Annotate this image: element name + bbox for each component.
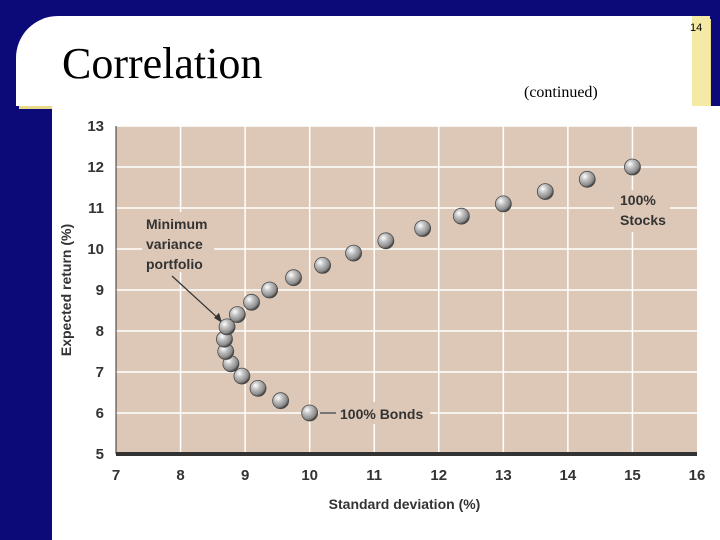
- annotation-leader-line: [171, 275, 222, 322]
- x-tick-label: 9: [241, 467, 249, 484]
- scatter-point: [345, 244, 362, 262]
- y-tick-label: 13: [87, 118, 104, 135]
- annotation-min-variance-line: portfolio: [146, 256, 203, 272]
- scatter-point: [536, 183, 554, 201]
- scatter-point: [494, 195, 512, 213]
- annotation-bg: [614, 190, 670, 232]
- scatter-point: [578, 170, 596, 188]
- x-tick-label: 8: [176, 467, 184, 484]
- slide-number: 14: [690, 22, 703, 34]
- scatter-point: [285, 269, 302, 287]
- x-tick-label: 14: [560, 467, 577, 484]
- y-tick-label: 9: [96, 282, 104, 299]
- scatter-point: [377, 232, 395, 250]
- slide-title: Correlation: [62, 39, 263, 88]
- scatter-point: [243, 293, 260, 311]
- y-tick-label: 6: [96, 405, 104, 422]
- annotation-arrowhead: [214, 312, 223, 323]
- slide-subtitle: (continued): [524, 84, 598, 101]
- scatter-point: [261, 281, 279, 299]
- y-tick-label: 5: [96, 446, 104, 463]
- x-tick-label: 15: [624, 467, 641, 484]
- x-tick-label: 16: [689, 467, 706, 484]
- annotation-bg: [142, 212, 214, 272]
- y-tick-label: 12: [87, 159, 104, 176]
- scatter-point: [624, 158, 641, 176]
- x-tick-label: 12: [430, 467, 447, 484]
- y-axis-title: Expected return (%): [58, 224, 74, 356]
- y-tick-label: 8: [96, 323, 104, 340]
- scatter-point: [314, 256, 331, 274]
- y-tick-label: 7: [96, 364, 104, 381]
- scatter-point: [272, 392, 290, 410]
- scatter-point: [249, 379, 267, 397]
- x-tick-label: 10: [301, 467, 318, 484]
- annotation-bonds-label: 100% Bonds: [340, 406, 423, 422]
- scatter-point: [233, 367, 251, 385]
- x-tick-label: 11: [366, 467, 382, 484]
- x-tick-label: 7: [112, 467, 120, 484]
- annotation-min-variance-line: Minimum: [146, 216, 207, 232]
- scatter-point: [452, 207, 470, 225]
- annotation-stocks-line: 100%: [620, 192, 656, 208]
- x-tick-label: 13: [495, 467, 512, 484]
- annotation-stocks-line: Stocks: [620, 212, 666, 228]
- x-axis-title: Standard deviation (%): [329, 496, 481, 512]
- scatter-point: [301, 404, 319, 422]
- scatter-point: [414, 220, 432, 237]
- annotation-bg: [336, 402, 430, 424]
- annotation-min-variance-line: variance: [146, 236, 203, 252]
- scatter-point: [218, 318, 236, 336]
- scatter-point: [228, 306, 246, 324]
- title-panel: [16, 16, 710, 106]
- y-tick-label: 10: [87, 241, 104, 258]
- y-tick-label: 11: [88, 200, 104, 217]
